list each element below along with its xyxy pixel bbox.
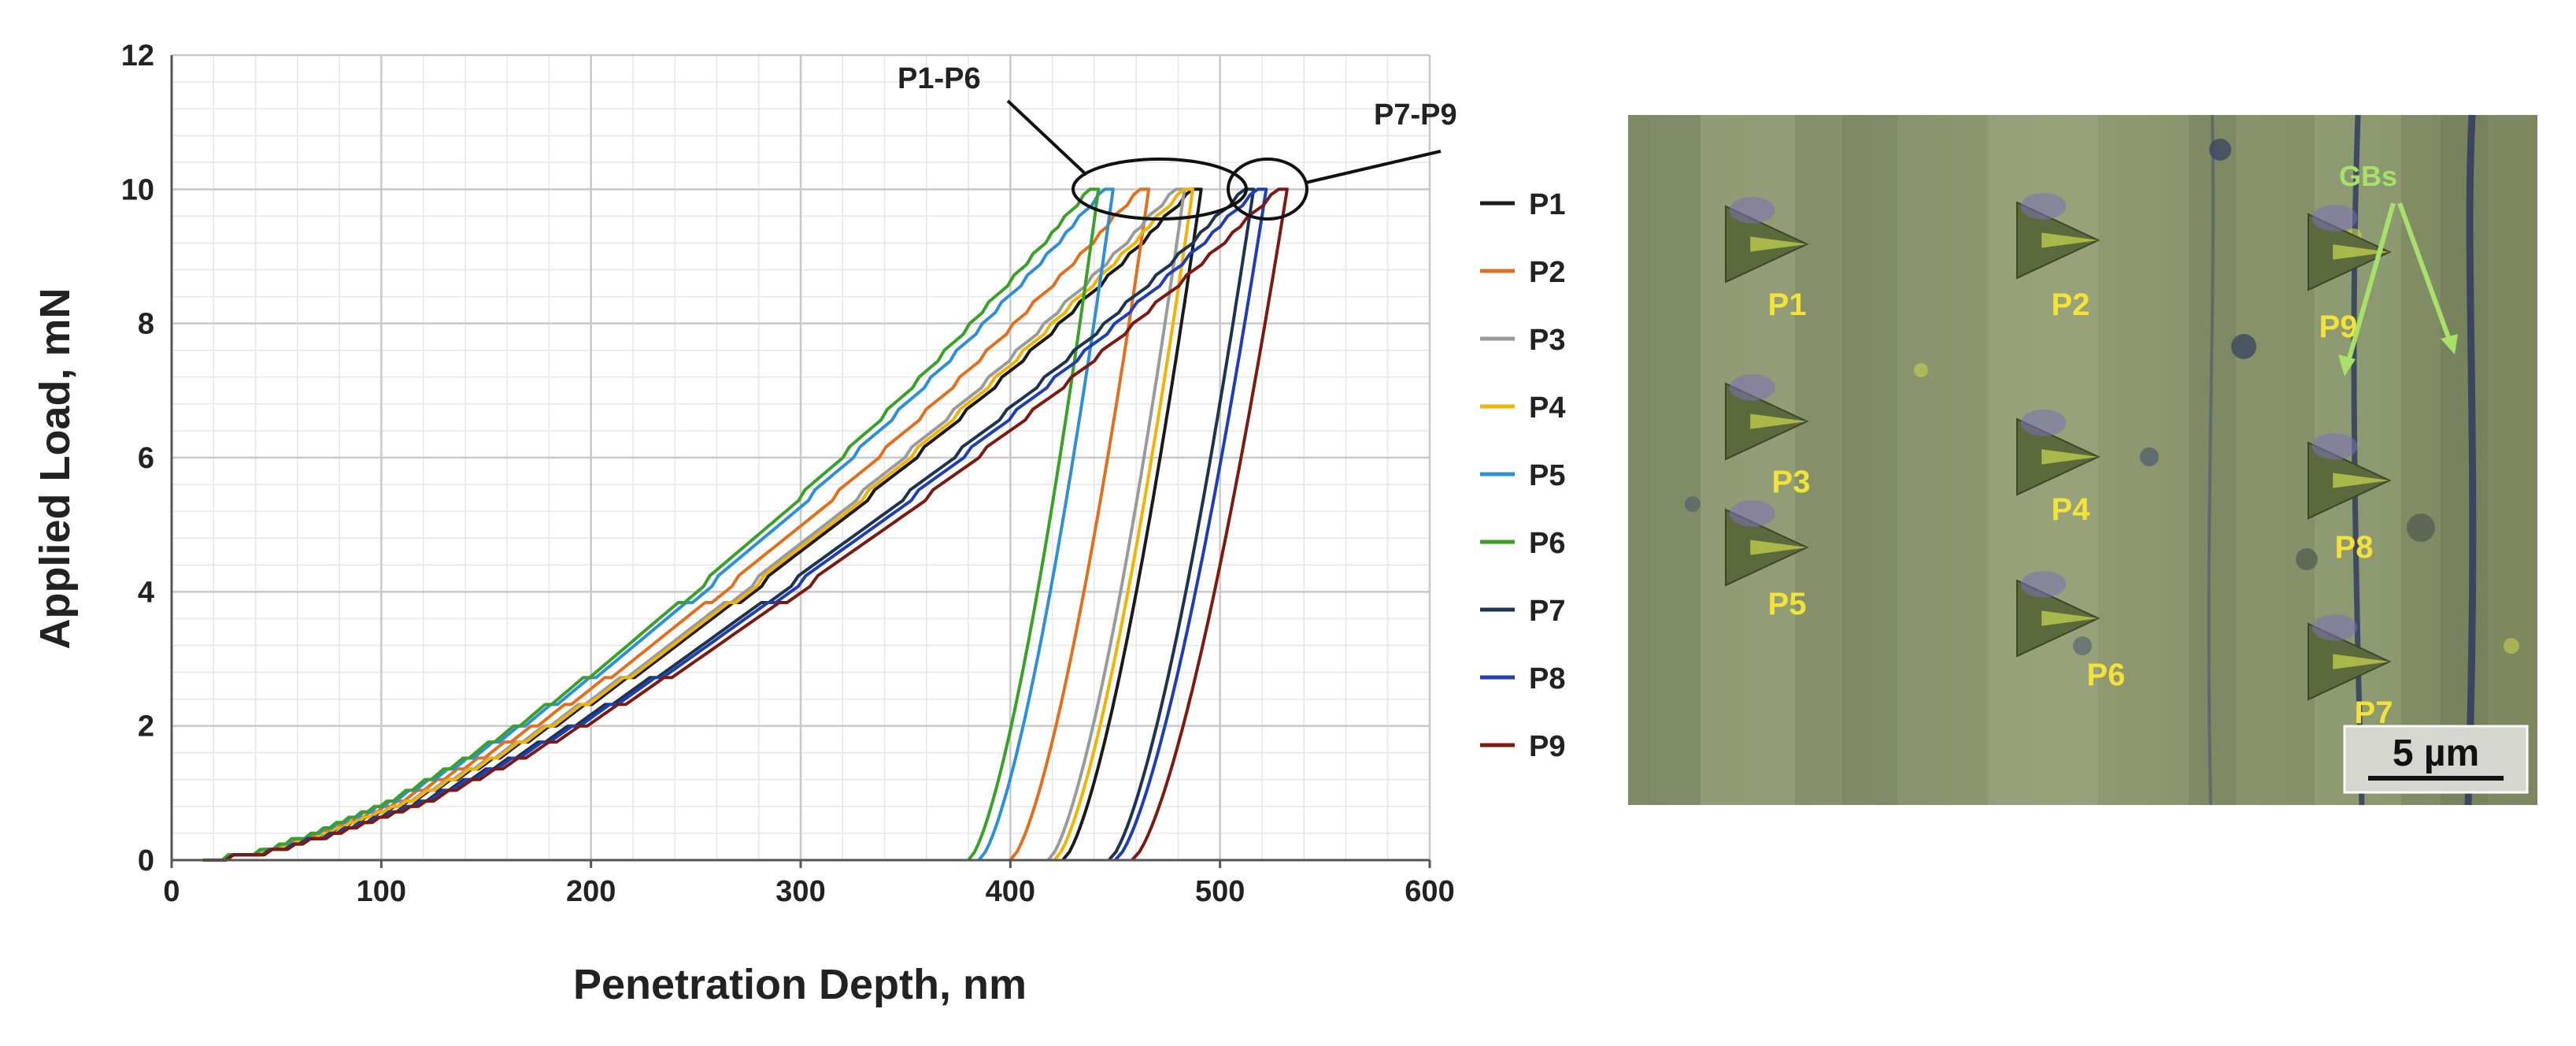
legend-label-p2: P2 <box>1529 256 1565 289</box>
scale-bar: 5 µm <box>2343 725 2529 794</box>
legend-label-p4: P4 <box>1529 391 1565 425</box>
x-tick-label: 200 <box>566 875 616 908</box>
x-tick-label: 100 <box>357 875 406 908</box>
series-curve-p2 <box>202 187 1151 862</box>
series-curve-p8 <box>202 187 1268 862</box>
indent-highlight <box>2333 244 2390 260</box>
legend-label-p3: P3 <box>1529 324 1565 357</box>
indent-highlight <box>1750 236 1808 252</box>
legend-label-p5: P5 <box>1529 459 1565 492</box>
indent-label-p4: P4 <box>2052 492 2091 527</box>
x-axis-title: Penetration Depth, nm <box>573 961 1027 1008</box>
annotation-label-p1-p6: P1-P6 <box>898 62 981 95</box>
micrograph: P1 P2 P3 P4 P5 P6 P7 P8 P9 GBs 5 µm <box>1628 114 2537 806</box>
legend-label-p9: P9 <box>1529 730 1565 763</box>
scale-bar-box <box>2343 725 2529 794</box>
gb-arrowhead-right <box>2441 334 2458 354</box>
scale-bar-label: 5 µm <box>2393 733 2479 774</box>
annotation-p1-p6: P1-P6 <box>898 62 1248 221</box>
indent-label-p6: P6 <box>2087 658 2126 692</box>
series-curve-p4 <box>202 187 1194 862</box>
pile-up-halo <box>2311 614 2358 641</box>
indent-highlight <box>2041 449 2099 465</box>
y-tick-label: 6 <box>138 442 154 475</box>
series-curve-p1 <box>202 187 1203 862</box>
pile-up-halo <box>1729 500 1775 527</box>
y-tick-label: 2 <box>138 710 154 744</box>
indent-highlight <box>1750 540 1808 555</box>
annotation-p7-p9: P7-P9 <box>1227 98 1457 221</box>
indent-label-p2: P2 <box>2052 287 2090 322</box>
pile-up-halo <box>2311 205 2358 232</box>
indent-p3: P3 <box>1725 374 1811 499</box>
pile-up-halo <box>2020 192 2067 220</box>
pile-up-halo <box>1729 374 1775 401</box>
annotation-label-p7-p9: P7-P9 <box>1374 98 1457 132</box>
legend-label-p1: P1 <box>1529 188 1565 221</box>
indent-p2: P2 <box>2016 192 2100 322</box>
gb-arrowhead-left <box>2338 354 2356 376</box>
indent-highlight <box>2333 473 2390 488</box>
x-tick-label: 300 <box>775 875 825 908</box>
indent-label-p7: P7 <box>2355 695 2393 730</box>
gb-label: GBs <box>2339 160 2397 192</box>
y-tick-label: 10 <box>121 173 154 206</box>
indent-highlight <box>1750 414 1808 429</box>
gb-arrow-left <box>2345 202 2396 365</box>
annotation-leader-p1-p6 <box>1006 99 1088 176</box>
pile-up-halo <box>2020 410 2067 436</box>
x-tick-label: 500 <box>1195 875 1245 908</box>
gb-arrow-right <box>2397 202 2452 343</box>
load-depth-plot: 0 100 200 300 400 500 600 0 2 4 6 8 10 12 Penetratio… <box>31 39 1565 1008</box>
indent-highlight <box>2041 610 2099 626</box>
legend: P1 P2 P3 P4 P5 P6 P7 P8 P9 <box>1480 188 1565 763</box>
indent-label-p9: P9 <box>2319 310 2358 344</box>
indent-highlight <box>2041 232 2099 248</box>
y-tick-labels: 0 2 4 6 8 10 12 <box>121 39 154 877</box>
y-tick-label: 0 <box>138 844 154 877</box>
annotation-ellipse-p1-p6 <box>1071 158 1248 221</box>
legend-label-p7: P7 <box>1529 595 1565 628</box>
y-axis-title: Applied Load, mN <box>31 288 79 650</box>
x-tick-label: 0 <box>163 875 180 908</box>
series-curve-p9 <box>202 187 1289 862</box>
indent-p9: P9 <box>2308 205 2392 344</box>
annotation-leader-p7-p9 <box>1305 150 1442 184</box>
legend-label-p6: P6 <box>1529 527 1565 560</box>
gb-annotation: GBs <box>2338 160 2458 376</box>
pile-up-halo <box>2311 433 2358 460</box>
x-tick-labels: 0 100 200 300 400 500 600 <box>163 860 1455 908</box>
surface-specks <box>1685 139 2519 655</box>
indent-highlight <box>2333 654 2390 670</box>
series-curve-p6 <box>202 187 1101 862</box>
y-tick-label: 4 <box>138 576 154 609</box>
y-tick-label: 12 <box>121 39 154 72</box>
series-curves <box>202 187 1289 862</box>
grain-boundaries <box>2207 114 2477 806</box>
indent-p4: P4 <box>2016 410 2100 527</box>
indent-label-p8: P8 <box>2335 530 2374 565</box>
indent-label-p3: P3 <box>1772 465 1811 499</box>
indent-p6: P6 <box>2016 571 2126 692</box>
series-curve-p5 <box>202 187 1115 862</box>
indent-p7: P7 <box>2308 614 2393 730</box>
indent-label-p1: P1 <box>1768 287 1807 322</box>
series-curve-p7 <box>202 187 1256 862</box>
pile-up-halo <box>1729 196 1775 224</box>
indent-p8: P8 <box>2308 433 2392 565</box>
indents: P1 P2 P3 P4 P5 P6 P7 P8 P9 <box>1725 192 2393 730</box>
y-tick-label: 8 <box>138 308 154 341</box>
pile-up-halo <box>2020 571 2067 598</box>
indent-p1: P1 <box>1725 196 1809 322</box>
indent-p5: P5 <box>1725 500 1809 621</box>
indent-label-p5: P5 <box>1768 587 1807 621</box>
x-tick-label: 400 <box>986 875 1035 908</box>
annotation-ellipse-p7-p9 <box>1227 158 1308 221</box>
x-tick-label: 600 <box>1405 875 1454 908</box>
legend-label-p8: P8 <box>1529 662 1565 695</box>
series-curve-p3 <box>202 187 1186 862</box>
